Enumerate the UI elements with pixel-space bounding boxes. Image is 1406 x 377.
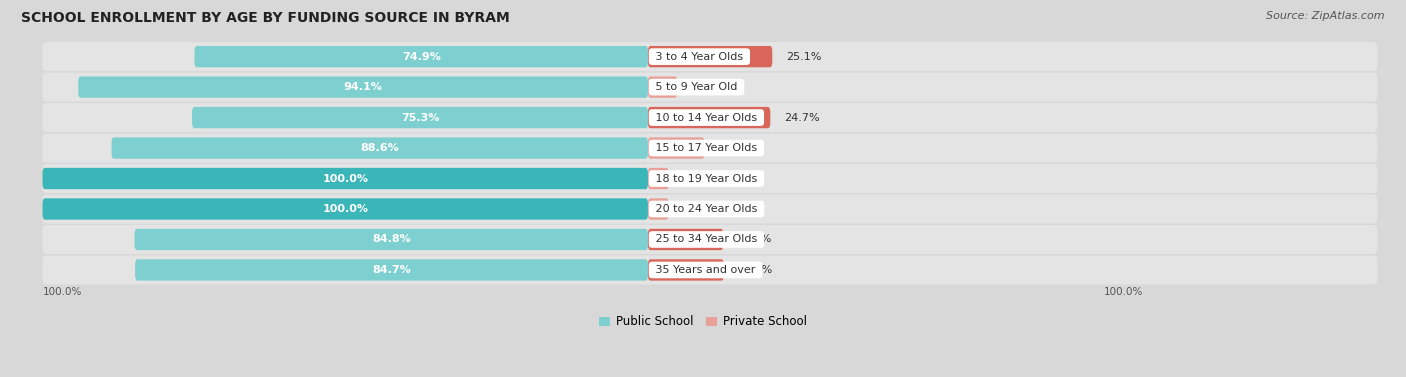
FancyBboxPatch shape — [111, 137, 648, 159]
Text: 5 to 9 Year Old: 5 to 9 Year Old — [652, 82, 741, 92]
FancyBboxPatch shape — [648, 198, 669, 220]
Text: 24.7%: 24.7% — [785, 113, 820, 123]
Text: 15.2%: 15.2% — [737, 234, 772, 244]
FancyBboxPatch shape — [42, 256, 1378, 284]
FancyBboxPatch shape — [648, 77, 678, 98]
Text: 84.8%: 84.8% — [371, 234, 411, 244]
Text: 35 Years and over: 35 Years and over — [652, 265, 759, 275]
FancyBboxPatch shape — [193, 107, 648, 128]
Legend: Public School, Private School: Public School, Private School — [593, 311, 813, 333]
FancyBboxPatch shape — [648, 107, 770, 128]
Text: Source: ZipAtlas.com: Source: ZipAtlas.com — [1267, 11, 1385, 21]
Text: 100.0%: 100.0% — [1104, 287, 1143, 297]
FancyBboxPatch shape — [648, 168, 669, 189]
FancyBboxPatch shape — [648, 229, 723, 250]
FancyBboxPatch shape — [42, 195, 1378, 224]
FancyBboxPatch shape — [42, 103, 1378, 132]
FancyBboxPatch shape — [135, 259, 648, 280]
Text: 5.9%: 5.9% — [690, 82, 720, 92]
Text: 94.1%: 94.1% — [343, 82, 382, 92]
Text: 0.0%: 0.0% — [682, 173, 710, 184]
Text: 15.3%: 15.3% — [738, 265, 773, 275]
FancyBboxPatch shape — [42, 73, 1378, 101]
Text: 100.0%: 100.0% — [322, 173, 368, 184]
FancyBboxPatch shape — [648, 259, 724, 280]
FancyBboxPatch shape — [42, 164, 1378, 193]
Text: 18 to 19 Year Olds: 18 to 19 Year Olds — [652, 173, 761, 184]
FancyBboxPatch shape — [648, 46, 772, 67]
Text: 25.1%: 25.1% — [786, 52, 821, 61]
FancyBboxPatch shape — [648, 137, 704, 159]
Text: 75.3%: 75.3% — [401, 113, 439, 123]
FancyBboxPatch shape — [42, 42, 1378, 71]
Text: 10 to 14 Year Olds: 10 to 14 Year Olds — [652, 113, 761, 123]
Text: 11.4%: 11.4% — [718, 143, 754, 153]
Text: 0.0%: 0.0% — [682, 204, 710, 214]
Text: SCHOOL ENROLLMENT BY AGE BY FUNDING SOURCE IN BYRAM: SCHOOL ENROLLMENT BY AGE BY FUNDING SOUR… — [21, 11, 510, 25]
Text: 25 to 34 Year Olds: 25 to 34 Year Olds — [652, 234, 761, 244]
FancyBboxPatch shape — [42, 198, 648, 220]
FancyBboxPatch shape — [42, 225, 1378, 254]
Text: 100.0%: 100.0% — [322, 204, 368, 214]
FancyBboxPatch shape — [42, 133, 1378, 162]
Text: 100.0%: 100.0% — [42, 287, 82, 297]
FancyBboxPatch shape — [194, 46, 648, 67]
FancyBboxPatch shape — [79, 77, 648, 98]
Text: 74.9%: 74.9% — [402, 52, 440, 61]
Text: 84.7%: 84.7% — [373, 265, 411, 275]
FancyBboxPatch shape — [42, 168, 648, 189]
Text: 88.6%: 88.6% — [360, 143, 399, 153]
Text: 20 to 24 Year Olds: 20 to 24 Year Olds — [652, 204, 761, 214]
FancyBboxPatch shape — [135, 229, 648, 250]
Text: 15 to 17 Year Olds: 15 to 17 Year Olds — [652, 143, 761, 153]
Text: 3 to 4 Year Olds: 3 to 4 Year Olds — [652, 52, 747, 61]
